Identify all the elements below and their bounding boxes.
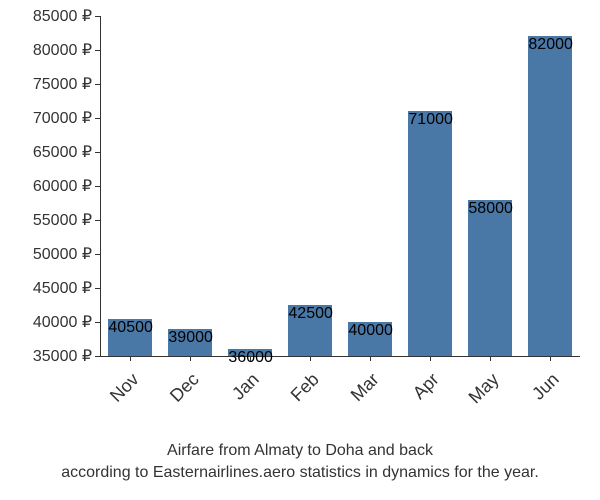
x-tick-mark [370,356,371,361]
y-tick-label: 35000 ₽ [33,346,100,366]
x-tick-mark [250,356,251,361]
y-tick-label: 40000 ₽ [33,312,100,332]
y-tick-label: 80000 ₽ [33,40,100,60]
x-axis-line [100,356,580,357]
x-tick-label: May [465,369,504,408]
x-tick-mark [130,356,131,361]
bar: 40500 [108,319,151,356]
caption-line: according to Easternairlines.aero statis… [0,462,600,484]
x-tick-label: Mar [347,369,384,406]
x-tick-label: Apr [409,369,444,404]
x-tick-mark [490,356,491,361]
x-tick-label: Jun [528,369,563,404]
bars-container: 40500 39000 36000 42500 40000 71000 58000 82000 [100,16,580,356]
y-tick-label: 55000 ₽ [33,210,100,230]
bar: 36000 [228,349,271,356]
plot-area: 35000 ₽40000 ₽45000 ₽50000 ₽55000 ₽60000… [100,16,580,356]
bar: 39000 [168,329,211,356]
bar: 42500 [288,305,331,356]
y-tick-label: 70000 ₽ [33,108,100,128]
caption-line: Airfare from Almaty to Doha and back [0,440,600,462]
chart-caption: Airfare from Almaty to Doha and backacco… [0,440,600,483]
y-tick-label: 60000 ₽ [33,176,100,196]
x-tick-mark [430,356,431,361]
bar-slot: 71000 [400,16,460,356]
y-tick-label: 50000 ₽ [33,244,100,264]
x-tick-label: Feb [287,369,324,406]
bar-slot: 39000 [160,16,220,356]
airfare-bar-chart: 35000 ₽ 40000 ₽ 45000 ₽ 50000 ₽ 55000 ₽ 60000… [0,0,600,500]
bar-slot: 36000 [220,16,280,356]
bar-slot: 58000 [460,16,520,356]
x-tick-label: Nov [106,369,143,406]
bar-slot: 40500 [100,16,160,356]
x-tick-mark [550,356,551,361]
bar-slot: 82000 [520,16,580,356]
bar: 58000 [468,200,511,356]
y-tick-label: 85000 ₽ [33,6,100,26]
bar: 71000 [408,111,451,356]
y-tick-label: 45000 ₽ [33,278,100,298]
bar-slot: 42500 [280,16,340,356]
bar-slot: 40000 [340,16,400,356]
bar: 40000 [348,322,391,356]
x-tick-label: Dec [166,369,203,406]
y-tick-label: 65000 ₽ [33,142,100,162]
x-tick-label: Jan [228,369,263,404]
y-tick-label: 75000 ₽ [33,74,100,94]
x-tick-mark [310,356,311,361]
bar: 82000 [528,36,571,356]
x-tick-mark [190,356,191,361]
